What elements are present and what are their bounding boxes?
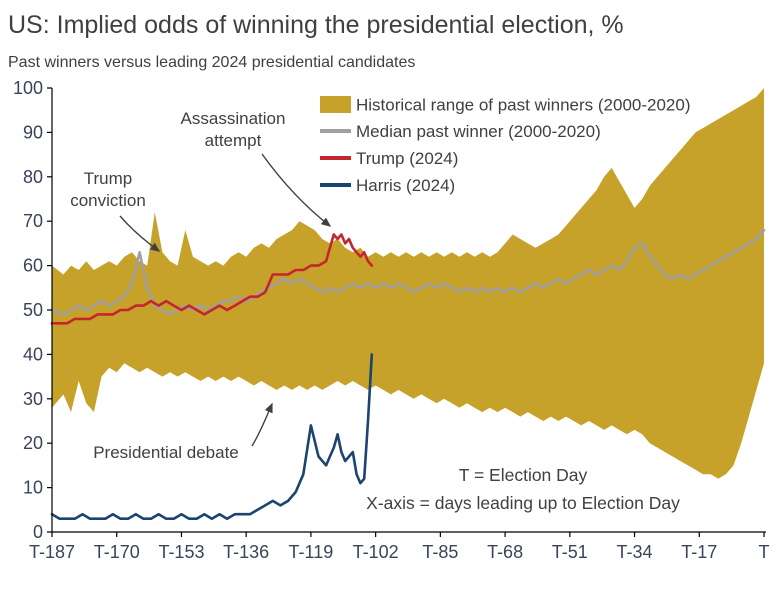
conviction-label-line1: Trump	[84, 169, 133, 188]
historical-range-band	[52, 88, 764, 479]
x-tick-label: T-187	[29, 542, 75, 562]
x-tick-label: T-34	[617, 542, 653, 562]
y-tick-label: 80	[23, 167, 43, 187]
trump-line	[50, 233, 374, 325]
legend-trump-label: Trump (2024)	[356, 149, 458, 168]
axis-note-line2: X-axis = days leading up to Election Day	[366, 493, 680, 513]
x-tick-label: T-119	[289, 542, 334, 562]
legend-band-label: Historical range of past winners (2000-2…	[356, 96, 691, 115]
debate-label: Presidential debate	[93, 443, 239, 462]
y-tick-label: 100	[13, 78, 43, 98]
x-tick-label: T-136	[223, 542, 269, 562]
x-tick-label: T-51	[552, 542, 588, 562]
conviction-label-line2: conviction	[70, 191, 146, 210]
assassination-label-line1: Assassination	[181, 109, 286, 128]
harris-line	[50, 353, 374, 521]
y-tick-label: 20	[23, 433, 43, 453]
legend-band-swatch	[320, 96, 351, 113]
y-tick-label: 90	[23, 122, 43, 142]
axis-note-line1: T = Election Day	[459, 465, 588, 485]
x-tick-label: T-68	[487, 542, 523, 562]
x-tick-label: T-85	[422, 542, 458, 562]
historical-range-area	[52, 88, 764, 479]
y-tick-label: 50	[23, 300, 43, 320]
annotation-trump-conviction: Trump conviction	[70, 169, 161, 252]
median-line	[50, 228, 766, 316]
x-axis-ticks: T-187 T-170 T-153 T-136 T-119 T-102 T-85 T-68 T-…	[29, 532, 770, 562]
chart-title: US: Implied odds of winning the presiden…	[8, 11, 624, 39]
x-tick-label: T-17	[681, 542, 717, 562]
x-tick-label: T-153	[158, 542, 204, 562]
legend: Historical range of past winners (2000-2…	[320, 96, 691, 195]
x-tick-label: T-102	[353, 542, 399, 562]
axis-note: T = Election Day X-axis = days leading u…	[366, 465, 680, 513]
chart-subtitle: Past winners versus leading 2024 preside…	[8, 54, 415, 71]
annotation-presidential-debate: Presidential debate	[93, 402, 273, 462]
legend-median-label: Median past winner (2000-2020)	[356, 122, 601, 141]
y-axis-ticks: 0 10 20 30 40 50 60 70 80 90 100	[13, 78, 52, 542]
y-tick-label: 0	[33, 522, 43, 542]
legend-harris-label: Harris (2024)	[356, 176, 455, 195]
y-tick-label: 30	[23, 389, 43, 409]
annotation-assassination-attempt: Assassination attempt	[181, 109, 332, 227]
y-tick-label: 10	[23, 478, 43, 498]
y-tick-label: 70	[23, 211, 43, 231]
debate-arrow	[251, 402, 273, 447]
assassination-arrow	[261, 153, 332, 227]
x-tick-label: T	[759, 542, 770, 562]
x-tick-label: T-170	[94, 542, 140, 562]
y-tick-label: 40	[23, 344, 43, 364]
conviction-arrow	[119, 215, 161, 252]
assassination-label-line2: attempt	[205, 131, 262, 150]
y-tick-label: 60	[23, 256, 43, 276]
series-lines	[50, 228, 766, 521]
